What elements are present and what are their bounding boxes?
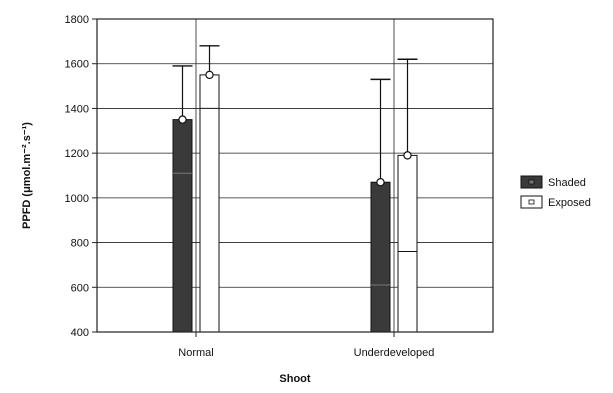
legend: Shaded Exposed — [520, 175, 591, 209]
legend-label: Shaded — [548, 177, 586, 189]
bar — [172, 119, 193, 333]
bar — [370, 181, 391, 333]
y-tick-label: 1400 — [65, 103, 89, 115]
y-axis-title: PPFD (μmol.m⁻².s⁻¹) — [21, 122, 33, 229]
mean-marker — [403, 151, 412, 160]
x-tick-label: Underdeveloped — [354, 347, 435, 359]
bar — [199, 74, 220, 333]
grid — [97, 19, 493, 332]
y-tick-label: 1000 — [65, 193, 89, 205]
x-axis-title: Shoot — [279, 373, 310, 385]
y-tick-label: 1800 — [65, 14, 89, 26]
mean-marker — [376, 178, 385, 187]
plot-frame — [96, 18, 494, 333]
legend-label: Exposed — [548, 197, 591, 209]
y-tick-label: 1200 — [65, 148, 89, 160]
legend-swatch-marker — [528, 199, 535, 205]
bar — [397, 154, 418, 333]
y-tick-label: 600 — [71, 282, 89, 294]
mean-marker — [205, 70, 214, 80]
mean-marker — [178, 115, 187, 124]
y-tick-label: 800 — [71, 238, 89, 250]
y-tick-label: 1600 — [65, 59, 89, 71]
x-axis-ticks: Normal Underdeveloped — [178, 332, 434, 359]
y-tick-label: 400 — [71, 327, 89, 339]
legend-swatch-marker — [528, 179, 535, 185]
y-axis-ticks: 400 600 800 1000 1200 1400 1600 1800 — [65, 14, 97, 339]
x-tick-label: Normal — [178, 347, 213, 359]
bars — [172, 45, 418, 333]
